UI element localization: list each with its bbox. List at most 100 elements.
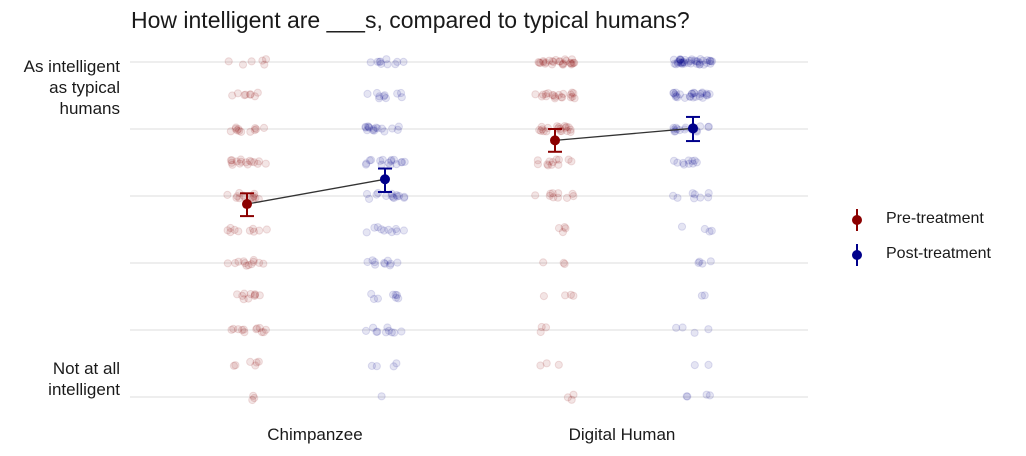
raw-point [252,125,261,134]
raw-point [673,93,682,102]
raw-point [537,122,546,132]
raw-point [250,290,260,300]
raw-point [688,189,697,198]
raw-point [554,189,563,198]
raw-point [258,56,267,65]
raw-point [542,359,551,368]
raw-point [562,56,571,66]
raw-point [545,56,554,65]
raw-point [685,56,694,66]
raw-point [679,160,689,169]
raw-point [376,57,385,66]
raw-point [566,290,576,299]
raw-point [389,362,398,371]
raw-point [234,227,243,236]
raw-point [361,326,371,335]
raw-point [255,291,264,300]
raw-point [371,260,380,269]
raw-point [372,88,382,98]
raw-point [695,60,704,69]
raw-point [391,293,401,302]
raw-point [251,124,260,133]
raw-point [365,156,374,165]
raw-point [373,188,383,198]
raw-point [544,161,553,170]
raw-point [669,55,679,64]
raw-point [689,88,698,97]
raw-point [702,58,711,68]
raw-point [702,390,711,399]
raw-point [254,357,263,366]
raw-point [250,290,260,299]
raw-point [560,55,570,64]
raw-point [687,55,696,64]
raw-point [238,60,248,69]
raw-point [706,257,715,266]
raw-point [223,190,232,199]
raw-point [392,359,401,368]
raw-point [697,291,707,300]
raw-point [248,224,258,233]
raw-point [679,58,689,67]
raw-point [671,60,681,69]
raw-point [675,90,685,99]
raw-point [707,226,716,235]
raw-point [548,60,557,69]
raw-point [249,255,258,265]
raw-point [392,291,402,300]
raw-point [708,57,717,66]
raw-point [372,327,381,336]
raw-point [672,323,681,332]
raw-point [231,124,240,133]
raw-point [564,155,573,164]
raw-point [247,57,256,66]
raw-point [694,258,703,267]
raw-point [549,91,558,100]
raw-point [539,57,548,66]
raw-point [554,160,563,169]
raw-point [387,228,396,237]
raw-point [678,58,687,68]
raw-point [226,228,235,237]
raw-point [704,193,713,202]
raw-point [669,191,678,200]
raw-point [245,226,254,235]
raw-point [566,58,575,68]
raw-point [536,361,545,370]
raw-point [685,92,695,101]
raw-point [367,289,376,299]
raw-point [692,59,701,68]
raw-point [695,257,704,266]
raw-point [232,193,241,202]
raw-point [541,89,551,99]
raw-point [244,294,253,303]
raw-point [536,126,546,135]
raw-point [562,193,572,202]
raw-point [383,323,392,332]
raw-point [384,326,393,335]
raw-point [247,157,256,166]
raw-point [233,126,242,135]
raw-point [567,157,576,166]
raw-point [569,291,578,300]
raw-point [231,123,241,132]
error-bars [240,115,700,218]
raw-point [680,93,690,103]
raw-point [380,259,389,268]
raw-point [569,192,578,201]
raw-point [262,225,271,234]
raw-point [692,57,701,66]
raw-point [538,125,547,134]
raw-point [705,391,715,400]
raw-point [557,93,566,102]
raw-point [541,59,550,68]
raw-point [229,324,238,333]
raw-point [673,193,682,202]
raw-point [377,59,386,69]
raw-point [400,192,409,201]
raw-point [229,361,238,370]
raw-point [384,225,393,234]
raw-point [568,189,577,198]
raw-point [226,223,235,233]
